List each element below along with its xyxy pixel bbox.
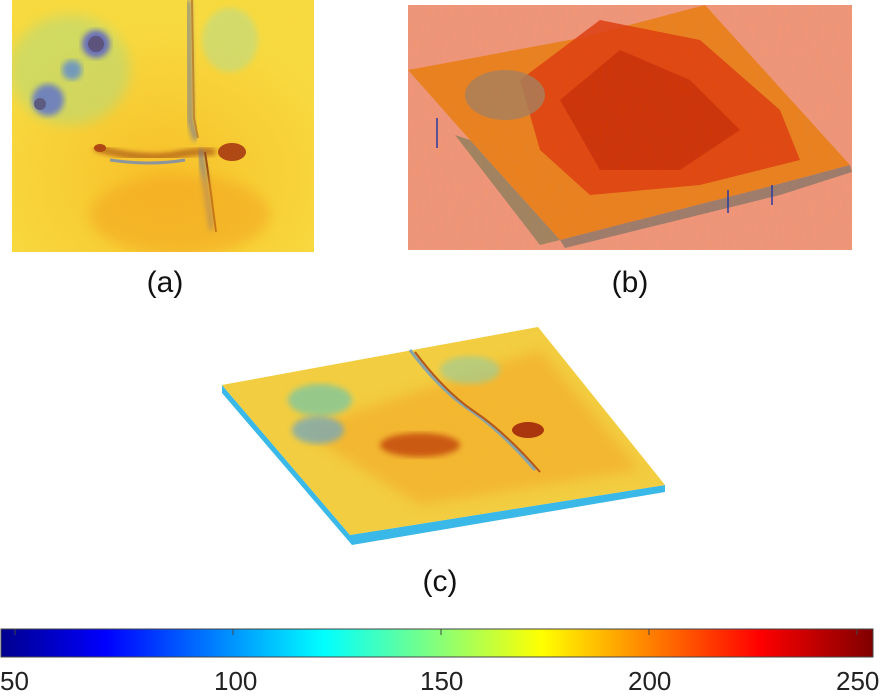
panel-a-label: (a) — [146, 266, 184, 299]
colorbar-label-150: 150 — [420, 666, 464, 696]
colorbar-label-50: 50 — [0, 666, 29, 696]
panel-a-image — [12, 0, 314, 252]
colorbar — [0, 628, 874, 658]
colorbar-label-100: 100 — [214, 666, 258, 696]
colorbar-label-250: 250 — [836, 666, 880, 696]
panel-b-label: (b) — [611, 266, 649, 299]
panel-c-label: (c) — [422, 565, 458, 598]
panel-c-surface — [222, 327, 665, 545]
panel-b-surface — [408, 5, 852, 250]
colorbar-label-200: 200 — [628, 666, 672, 696]
